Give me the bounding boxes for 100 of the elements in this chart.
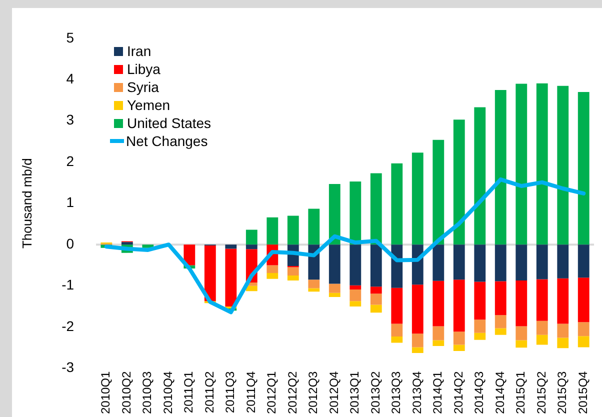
bar — [494, 328, 506, 335]
bar — [557, 244, 569, 278]
bar — [557, 324, 569, 338]
bar — [391, 288, 403, 324]
x-tick-label: 2014Q2 — [451, 370, 466, 414]
bar — [494, 90, 506, 245]
legend-label: Libya — [127, 61, 160, 77]
bar — [474, 107, 486, 245]
bar — [266, 265, 278, 274]
bar — [370, 294, 382, 305]
bar — [391, 324, 403, 337]
bar — [350, 301, 362, 306]
bar — [412, 284, 424, 334]
x-tick-label: 2012Q4 — [326, 370, 341, 414]
y-tick-label: -1 — [62, 276, 74, 293]
x-tick-label: 2015Q4 — [576, 370, 590, 414]
bar — [266, 217, 278, 245]
y-tick-label: 1 — [66, 194, 74, 210]
bar — [370, 173, 382, 245]
bar — [412, 152, 424, 245]
bar — [453, 332, 465, 345]
bar — [557, 86, 569, 245]
legend-label: Iran — [127, 43, 152, 59]
bar — [287, 216, 299, 245]
y-tick-label: -2 — [62, 318, 74, 334]
bar — [432, 326, 444, 340]
bar — [328, 284, 340, 293]
x-tick-label: 2013Q1 — [348, 370, 362, 414]
legend-label: Net Changes — [126, 133, 208, 149]
bar — [578, 92, 590, 245]
bar — [370, 304, 382, 313]
bar — [494, 244, 506, 282]
bar — [474, 320, 486, 333]
x-tick-label: 2013Q2 — [368, 370, 382, 414]
bar — [308, 208, 320, 245]
bar — [225, 244, 237, 249]
bar — [184, 244, 196, 266]
bar — [225, 248, 237, 306]
bar — [246, 244, 258, 250]
x-tick-label: 2011Q4 — [244, 370, 258, 414]
bar — [328, 184, 340, 245]
legend-label: United States — [127, 115, 212, 131]
y-axis-title: Thousand mb/d — [19, 158, 34, 249]
bar — [287, 276, 299, 280]
x-tick-label: 2014Q3 — [472, 370, 486, 414]
y-tick-label: 4 — [66, 70, 74, 86]
bar — [453, 280, 465, 332]
bar — [516, 280, 528, 326]
bar — [536, 334, 548, 345]
bar — [578, 278, 590, 322]
y-tick-label: 5 — [66, 29, 74, 46]
bar — [516, 244, 528, 280]
bar — [453, 244, 465, 280]
x-tick-label: 2010Q2 — [119, 370, 134, 414]
x-tick-label: 2010Q1 — [98, 370, 113, 414]
bar — [432, 140, 444, 245]
y-tick-label: 2 — [66, 152, 74, 169]
x-tick-label: 2011Q2 — [202, 370, 216, 414]
x-tick-label: 2015Q2 — [534, 370, 548, 414]
bar — [474, 332, 486, 340]
bar — [474, 244, 486, 282]
x-tick-label: 2014Q1 — [430, 370, 445, 414]
bar — [494, 315, 506, 328]
bar — [204, 245, 216, 302]
bar — [328, 292, 340, 297]
x-tick-label: 2013Q3 — [389, 370, 404, 414]
bar — [412, 347, 424, 354]
bar — [432, 244, 444, 281]
x-tick-label: 2012Q3 — [306, 370, 320, 414]
x-tick-label: 2011Q1 — [182, 370, 196, 414]
bar — [494, 281, 506, 316]
bar — [536, 320, 548, 335]
x-tick-label: 2015Q3 — [555, 370, 570, 414]
bar — [578, 322, 590, 336]
bar — [516, 326, 528, 340]
x-tick-label: 2015Q1 — [514, 370, 528, 414]
x-tick-label: 2012Q1 — [264, 370, 279, 414]
x-tick-label: 2014Q4 — [492, 370, 507, 414]
bar — [557, 338, 569, 348]
bar — [412, 334, 424, 348]
bar — [350, 285, 362, 290]
x-tick-label: 2010Q4 — [160, 370, 175, 414]
bar — [474, 282, 486, 320]
bar — [516, 340, 528, 348]
y-tick-label: 3 — [66, 112, 74, 128]
bar — [536, 244, 548, 280]
bar — [328, 244, 340, 284]
legend-label: Syria — [127, 79, 159, 95]
bar — [453, 120, 465, 245]
bar — [557, 278, 569, 324]
bar — [370, 244, 382, 287]
bar — [536, 83, 548, 245]
bar — [578, 244, 590, 278]
bar — [578, 336, 590, 348]
x-tick-label: 2012Q2 — [285, 370, 300, 414]
bar — [391, 336, 403, 343]
bar — [266, 273, 278, 279]
x-tick-label: 2013Q4 — [410, 370, 424, 414]
bar — [391, 163, 403, 245]
bar — [432, 340, 444, 346]
